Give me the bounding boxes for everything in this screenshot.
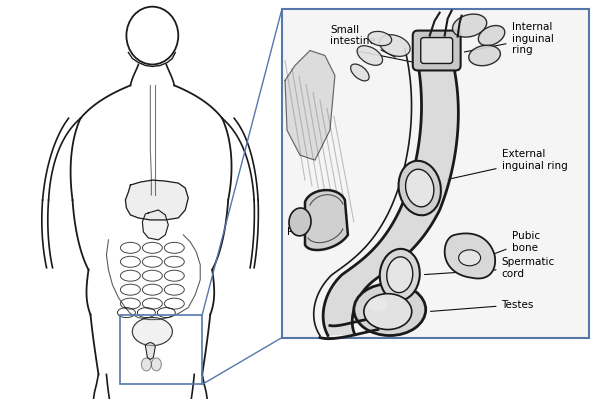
Ellipse shape <box>357 46 383 65</box>
Text: External
inguinal ring: External inguinal ring <box>448 149 567 180</box>
Ellipse shape <box>354 284 426 336</box>
FancyBboxPatch shape <box>413 30 461 70</box>
Ellipse shape <box>368 298 388 312</box>
Polygon shape <box>145 342 155 360</box>
Polygon shape <box>125 180 188 220</box>
Ellipse shape <box>469 45 500 66</box>
Ellipse shape <box>406 169 434 207</box>
Text: Penis: Penis <box>287 221 314 237</box>
FancyBboxPatch shape <box>421 38 452 64</box>
Ellipse shape <box>379 35 410 56</box>
Ellipse shape <box>380 249 420 301</box>
Ellipse shape <box>364 294 412 330</box>
Text: Pubic
bone: Pubic bone <box>494 231 539 254</box>
Polygon shape <box>323 48 458 336</box>
Text: Small
intestine: Small intestine <box>330 25 395 57</box>
Polygon shape <box>285 50 335 160</box>
Ellipse shape <box>478 26 505 46</box>
Text: Internal
inguinal
ring: Internal inguinal ring <box>464 22 553 55</box>
Polygon shape <box>142 210 169 240</box>
Ellipse shape <box>398 161 441 215</box>
Ellipse shape <box>458 250 481 266</box>
Text: Testes: Testes <box>430 300 534 311</box>
Ellipse shape <box>289 208 311 236</box>
Text: Spermatic
cord: Spermatic cord <box>424 257 555 278</box>
Ellipse shape <box>133 318 172 346</box>
Ellipse shape <box>387 257 413 293</box>
Ellipse shape <box>142 358 151 371</box>
Polygon shape <box>305 190 348 250</box>
Ellipse shape <box>151 358 161 371</box>
Ellipse shape <box>368 31 392 46</box>
Polygon shape <box>445 234 495 278</box>
Ellipse shape <box>350 64 369 81</box>
Bar <box>121 315 202 384</box>
Ellipse shape <box>452 14 487 37</box>
Bar <box>282 9 589 338</box>
